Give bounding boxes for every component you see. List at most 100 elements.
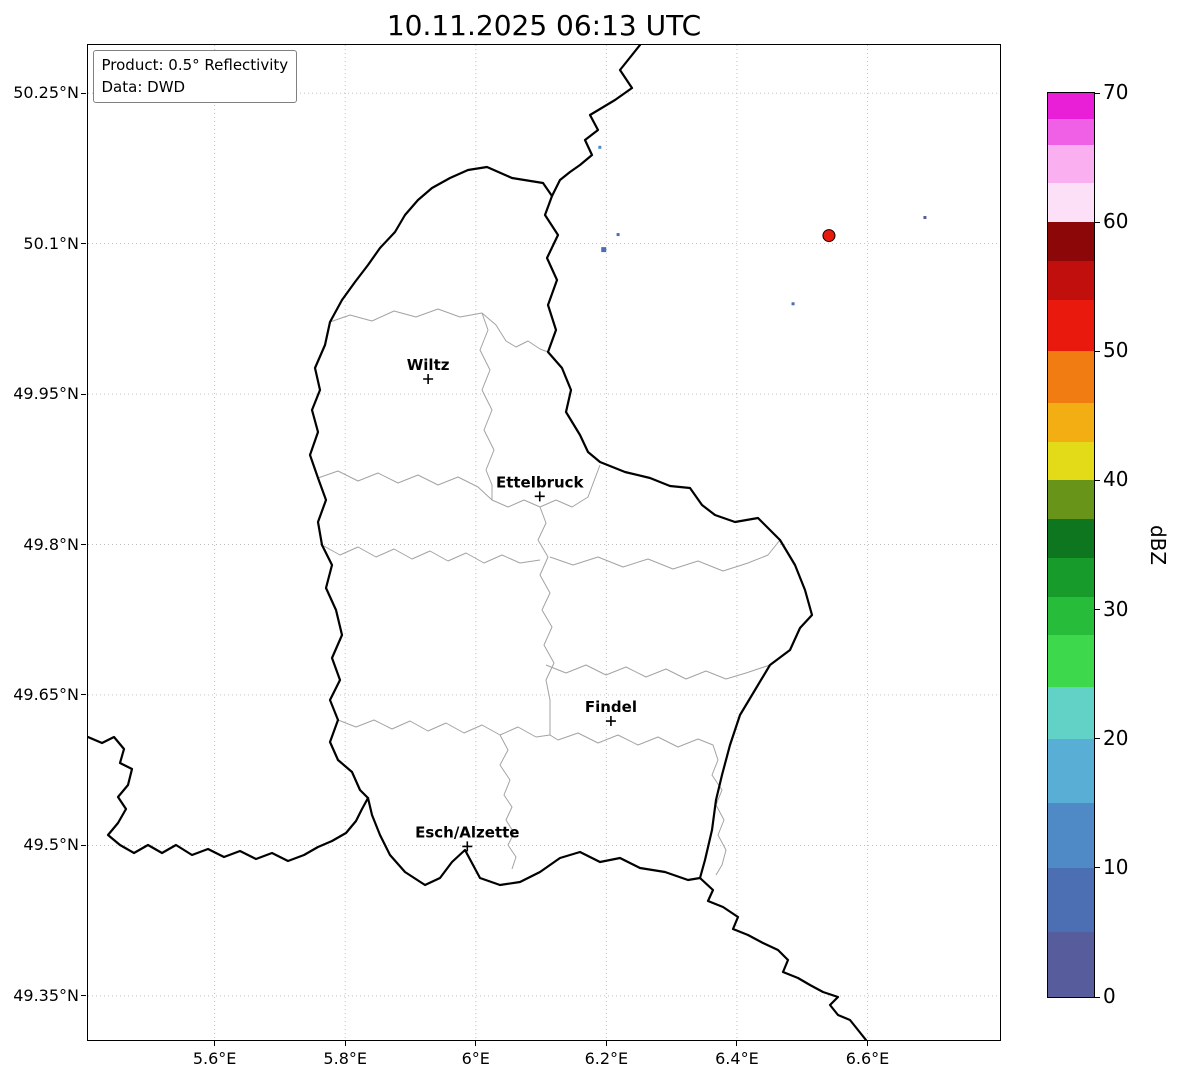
colorbar-band [1048,222,1094,261]
y-tick-label: 49.8°N [23,534,79,554]
radar-echo [791,301,795,305]
radar-echoes [597,145,926,305]
data-source-line: Data: DWD [101,78,186,96]
colorbar-tick-mark [1094,221,1100,223]
city-markers: Wiltz Ettelbruck Findel Esch/Alzette [406,356,636,851]
colorbar-tick-label: 20 [1103,725,1129,750]
colorbar-tick-mark [1094,996,1100,998]
y-tick-label: 49.95°N [13,384,79,404]
district-boundary [329,308,548,352]
map-canvas: Wiltz Ettelbruck Findel Esch/Alzette [87,44,1000,1040]
luxembourg-border [308,165,813,886]
x-tick-mark [344,1041,346,1046]
colorbar-band [1048,144,1094,184]
colorbar-tick-mark [1094,350,1100,352]
colorbar-tick-label: 70 [1103,80,1129,104]
national-borders [87,44,867,1040]
gridlines [87,44,1000,1040]
y-tick-mark [81,544,86,545]
map-plot: Wiltz Ettelbruck Findel Esch/Alzette Produc… [86,43,1001,1041]
france-belgium-border [87,735,369,862]
france-germany-border [698,876,867,1040]
colorbar-band [1048,441,1094,481]
district-boundary [537,506,554,735]
x-tick-label: 5.8°E [323,1049,367,1068]
district-boundary [545,664,770,679]
colorbar-tick-mark [1094,867,1100,869]
figure-title: 10.11.2025 06:13 UTC [386,9,702,42]
colorbar-band [1048,867,1094,933]
district-boundary [549,539,780,571]
x-tick-label: 6.2°E [584,1049,629,1068]
colorbar-tick-label: 50 [1103,338,1129,363]
colorbar-band [1048,402,1094,442]
city-marker [534,490,545,501]
city-label: Findel [584,698,636,716]
y-tick-mark [81,995,86,997]
y-tick-mark [81,844,86,846]
colorbar-band [1048,519,1094,558]
x-tick-label: 6°E [461,1049,490,1068]
product-info-line: Product: 0.5° Reflectivity [101,55,289,74]
y-tick-label: 49.35°N [13,985,79,1005]
district-boundary [317,470,492,500]
colorbar-band [1048,803,1094,868]
x-tick-mark [736,1041,738,1046]
district-borders [317,308,780,875]
city-marker [422,373,433,384]
city-marker [605,715,616,726]
colorbar-tick-label: 0 [1103,984,1116,1008]
y-tick-label: 50.25°N [13,83,79,103]
y-tick-label: 49.5°N [23,835,79,855]
y-tick-label: 49.65°N [13,684,79,704]
district-boundary [491,464,600,507]
city-marker [461,840,472,851]
x-tick-label: 5.6°E [192,1049,237,1068]
y-tick-mark [81,92,86,94]
colorbar-band [1048,351,1094,403]
colorbar-axis-label: dBZ [1146,524,1170,566]
colorbar-band [1048,738,1094,804]
x-tick-mark [214,1041,216,1046]
colorbar-tick-label: 30 [1103,596,1129,621]
colorbar-band [1048,480,1094,520]
colorbar-tick-label: 60 [1103,209,1129,234]
y-tick-mark [81,243,86,245]
colorbar-tick-mark [1094,479,1100,481]
radar-echo [922,215,926,219]
radar-echo [821,228,835,242]
y-tick-mark [81,393,86,395]
radar-echo [616,232,620,236]
colorbar-tick-mark [1094,92,1100,94]
city-label: Ettelbruck [495,473,584,491]
radar-echo [597,145,601,149]
district-boundary [549,732,726,875]
district-boundary [479,312,494,500]
product-info-box: Product: 0.5° Reflectivity Data: DWD [92,49,298,103]
y-tick-label: 50.1°N [23,233,79,253]
colorbar-band [1048,260,1094,300]
x-tick-mark [605,1041,607,1046]
belgium-germany-border [550,44,641,197]
colorbar-band [1048,93,1094,119]
colorbar-band [1048,118,1094,145]
colorbar-band [1048,635,1094,687]
x-tick-label: 6.4°E [715,1049,759,1068]
colorbar-tick-label: 10 [1103,854,1129,879]
district-boundary [321,544,540,563]
colorbar-band [1048,183,1094,223]
x-tick-mark [475,1041,477,1046]
colorbar-tick-label: 40 [1103,467,1129,492]
x-tick-mark [866,1041,868,1046]
colorbar [1047,92,1095,998]
city-label: Esch/Alzette [415,823,519,841]
colorbar-band [1048,596,1094,636]
y-tick-mark [81,694,86,696]
colorbar-band [1048,932,1094,997]
colorbar-tick-mark [1094,609,1100,611]
district-boundary [499,734,516,869]
x-tick-label: 6.6°E [845,1049,890,1068]
colorbar-bands [1048,93,1094,997]
colorbar-band [1048,299,1094,352]
